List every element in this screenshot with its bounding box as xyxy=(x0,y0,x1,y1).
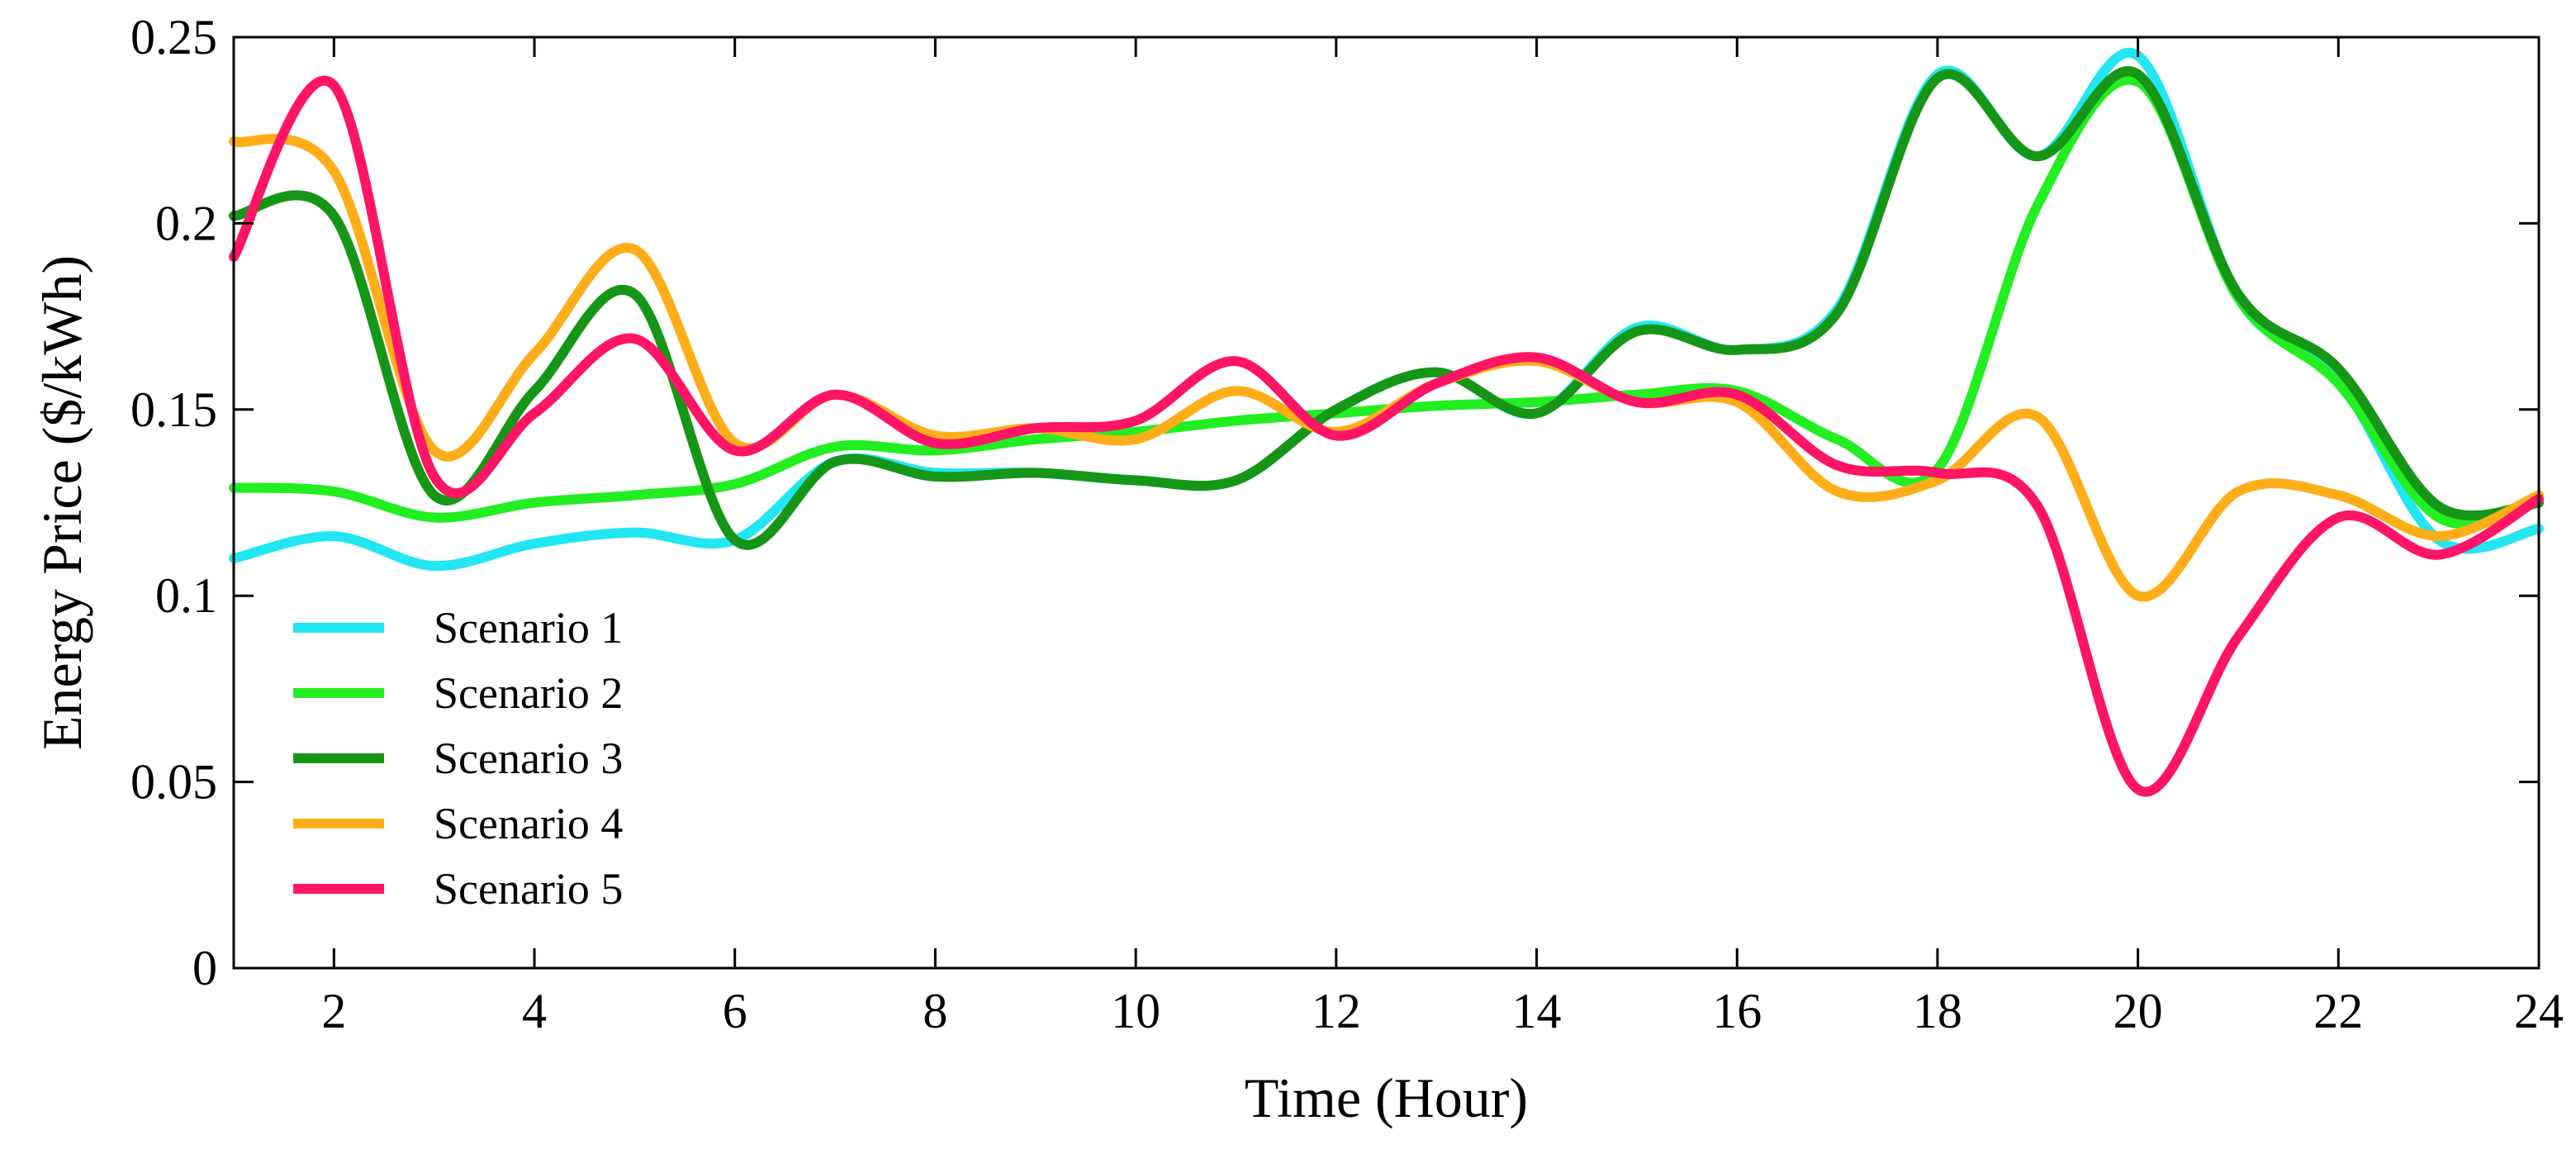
y-tick-label: 0.05 xyxy=(130,755,217,810)
legend-label: Scenario 3 xyxy=(434,734,623,783)
plot-frame xyxy=(232,36,2540,970)
legend-label: Scenario 5 xyxy=(434,864,623,914)
x-tick-label: 22 xyxy=(2313,984,2363,1038)
legend-label: Scenario 4 xyxy=(434,799,623,848)
y-axis-title: Energy Price ($/kWh) xyxy=(31,255,93,750)
x-tick-label: 18 xyxy=(1913,984,1962,1038)
ticks-layer xyxy=(234,36,2540,970)
series-line-scenario-5 xyxy=(229,75,2544,797)
x-tick-label: 2 xyxy=(321,984,346,1038)
x-tick-label: 12 xyxy=(1312,984,1361,1038)
legend-label: Scenario 2 xyxy=(434,668,623,718)
x-tick-label: 14 xyxy=(1512,984,1562,1038)
x-tick-label: 6 xyxy=(723,984,747,1038)
x-axis-title: Time (Hour) xyxy=(1245,1066,1528,1129)
x-tick-label: 20 xyxy=(2113,984,2163,1038)
series-line-scenario-3 xyxy=(229,66,2544,550)
legend-label: Scenario 1 xyxy=(434,603,623,653)
x-tick-label: 16 xyxy=(1712,984,1762,1038)
y-tick-label: 0.1 xyxy=(155,568,217,623)
x-tick-label: 8 xyxy=(923,984,947,1038)
y-tick-label: 0 xyxy=(192,941,217,995)
series-line-scenario-1 xyxy=(229,48,2544,572)
legend: Scenario 1 Scenario 2 Scenario 3 Scenario 4… xyxy=(293,603,623,914)
series-layer xyxy=(229,48,2544,797)
y-tick-label: 0.15 xyxy=(130,382,217,437)
y-tick-label: 0.2 xyxy=(155,196,217,250)
x-tick-label: 10 xyxy=(1111,984,1160,1038)
y-tick-label: 0.25 xyxy=(130,10,217,64)
x-tick-label: 4 xyxy=(522,984,547,1038)
series-line-scenario-2 xyxy=(229,74,2544,529)
x-tick-label: 24 xyxy=(2514,984,2564,1038)
